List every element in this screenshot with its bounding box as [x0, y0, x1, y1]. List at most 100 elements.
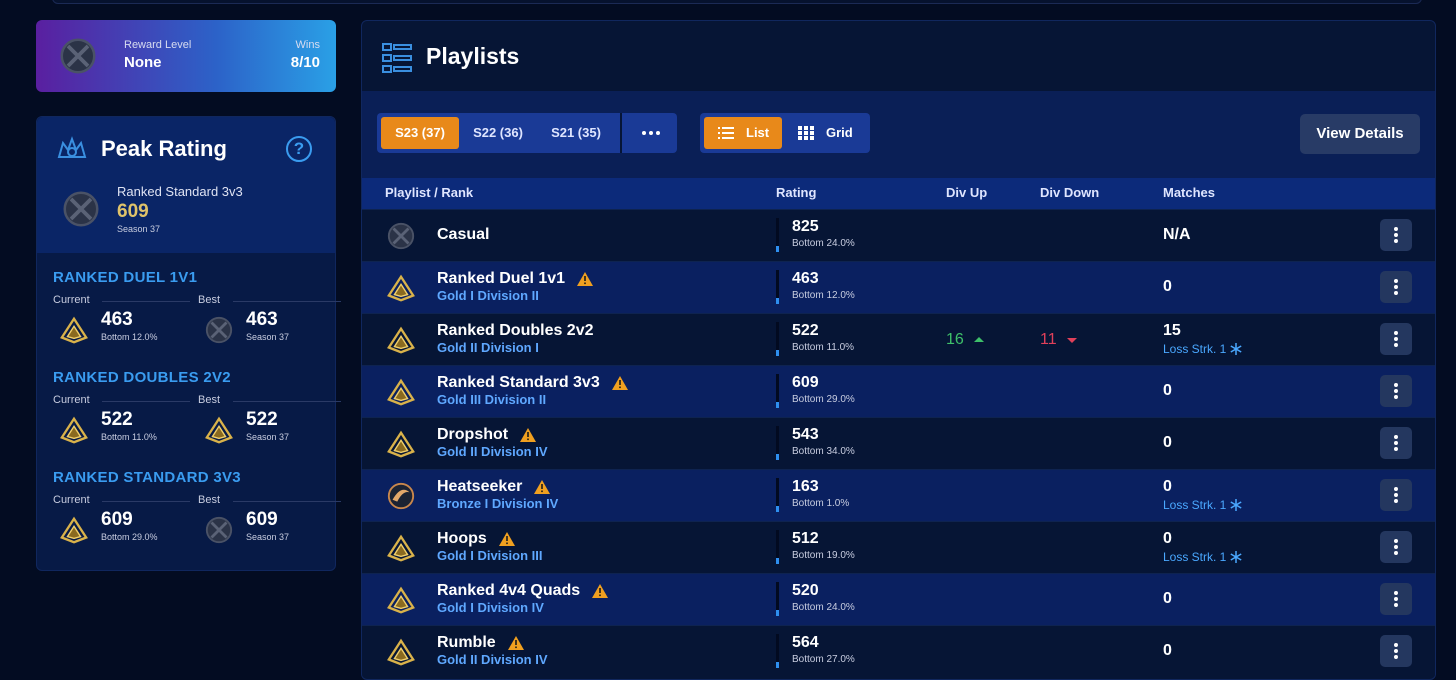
playlist-name: Ranked Doubles 2v2 — [437, 322, 594, 339]
row-menu-button[interactable] — [1380, 375, 1412, 407]
season-group: S23 (37) S22 (36) S21 (35) — [377, 113, 677, 153]
playlists-panel: Playlists S23 (37) S22 (36) S21 (35) List Gri… — [361, 20, 1436, 680]
warning-icon — [534, 480, 550, 494]
column-header: Div Up — [946, 185, 988, 200]
season-tab[interactable]: S21 (35) — [551, 125, 601, 140]
section-rating: 522 — [101, 409, 133, 430]
playlist-rank: Gold I Division IV — [437, 600, 544, 615]
rank-icon — [61, 189, 101, 229]
matches: 0 — [1163, 434, 1172, 451]
rating-bar — [776, 582, 779, 616]
rank-icon-graphic — [387, 482, 415, 510]
rating: 512 — [792, 530, 819, 547]
rank-icon-graphic — [60, 416, 88, 444]
playlist-row: Rumble Gold II Division IV 564 Bottom 27.0%… — [362, 625, 1435, 677]
rank-icon — [386, 429, 416, 459]
peak-icon-graphic — [57, 136, 87, 158]
rank-icon — [386, 481, 416, 511]
playlists-icon — [380, 41, 414, 75]
warning-icon — [577, 272, 593, 286]
playlist-name: Casual — [437, 226, 490, 243]
rank-icon — [386, 377, 416, 407]
column-header: Matches — [1163, 185, 1216, 200]
rating-note: Bottom 34.0% — [792, 446, 855, 457]
rank-icon — [59, 515, 89, 545]
section-note: Season 37 — [246, 432, 290, 442]
row-menu-button[interactable] — [1380, 323, 1412, 355]
section-note: Season 37 — [246, 532, 290, 542]
warning-graphic — [520, 428, 536, 442]
row-menu-button[interactable] — [1380, 427, 1412, 459]
warning-icon — [508, 636, 524, 650]
playlist-name: Hoops — [437, 530, 487, 547]
menu-dots — [1394, 227, 1398, 243]
warning-icon — [520, 428, 536, 442]
column-header: Playlist / Rank — [385, 185, 474, 200]
section-label: Best — [198, 494, 221, 506]
rank-icon — [386, 325, 416, 355]
row-menu-button[interactable] — [1380, 271, 1412, 303]
section-rating: 463 — [246, 309, 278, 330]
wins-value: 8/10 — [290, 54, 320, 71]
rating-bar-fill — [776, 506, 779, 512]
peak-header-bg — [37, 117, 335, 253]
section-rule — [102, 301, 190, 302]
row-menu-button[interactable] — [1380, 479, 1412, 511]
section-note: Bottom 12.0% — [101, 332, 158, 342]
freeze-icon — [1230, 498, 1242, 511]
rank-icon-graphic — [63, 191, 99, 227]
section-title: RANKED DUEL 1V1 — [53, 269, 198, 286]
rating: 463 — [792, 270, 819, 287]
playlist-name: Heatseeker — [437, 478, 523, 495]
rank-icon-graphic — [205, 416, 233, 444]
rank-icon — [204, 315, 234, 345]
warning-icon — [499, 532, 515, 546]
rating-bar — [776, 478, 779, 512]
rating-bar-fill — [776, 662, 779, 668]
rank-icon-graphic — [60, 516, 88, 544]
peak-playlist: Ranked Standard 3v3 — [117, 184, 243, 199]
rank-icon — [386, 585, 416, 615]
rank-icon — [204, 515, 234, 545]
help-button[interactable]: ? — [286, 136, 312, 162]
row-menu-button[interactable] — [1380, 583, 1412, 615]
section-rating: 609 — [246, 509, 278, 530]
section-rule — [233, 301, 341, 302]
rank-icon — [58, 36, 98, 76]
streak: Loss Strk. 1 — [1163, 342, 1227, 356]
rating: 520 — [792, 582, 819, 599]
peak-season: Season 37 — [117, 224, 161, 234]
column-header: Rating — [776, 185, 817, 200]
rank-icon — [386, 533, 416, 563]
playlist-row: Ranked Standard 3v3 Gold III Division II 6… — [362, 365, 1435, 417]
streak: Loss Strk. 1 — [1163, 498, 1227, 512]
more-seasons[interactable] — [620, 113, 677, 153]
rating-note: Bottom 29.0% — [792, 394, 855, 405]
season-tab[interactable]: S22 (36) — [473, 125, 523, 140]
section-rule — [102, 401, 190, 402]
season-tab[interactable]: S23 (37) — [381, 117, 459, 149]
reward-value: None — [124, 54, 162, 71]
rank-icon-graphic — [387, 586, 415, 614]
playlist-row: Heatseeker Bronze I Division IV 163 Bottom … — [362, 469, 1435, 521]
reward-label: Reward Level — [124, 39, 192, 51]
rating-note: Bottom 27.0% — [792, 654, 855, 665]
view-tab[interactable]: Grid — [784, 117, 862, 149]
list-icon — [718, 127, 734, 139]
section-rating: 463 — [101, 309, 133, 330]
playlist-row: Ranked 4v4 Quads Gold I Division IV 520 Bot… — [362, 573, 1435, 625]
row-menu-button[interactable] — [1380, 635, 1412, 667]
playlist-name: Ranked Duel 1v1 — [437, 270, 566, 287]
rating-bar — [776, 218, 779, 252]
rating-bar-fill — [776, 454, 779, 460]
rating: 564 — [792, 634, 819, 651]
table-header — [362, 178, 1435, 209]
rank-icon-graphic — [60, 316, 88, 344]
view-tab[interactable]: List — [704, 117, 782, 149]
warning-graphic — [499, 532, 515, 546]
row-menu-button[interactable] — [1380, 531, 1412, 563]
row-menu-button[interactable] — [1380, 219, 1412, 251]
rating-bar-fill — [776, 402, 779, 408]
rating: 609 — [792, 374, 819, 391]
view-details-button[interactable]: View Details — [1300, 114, 1420, 154]
